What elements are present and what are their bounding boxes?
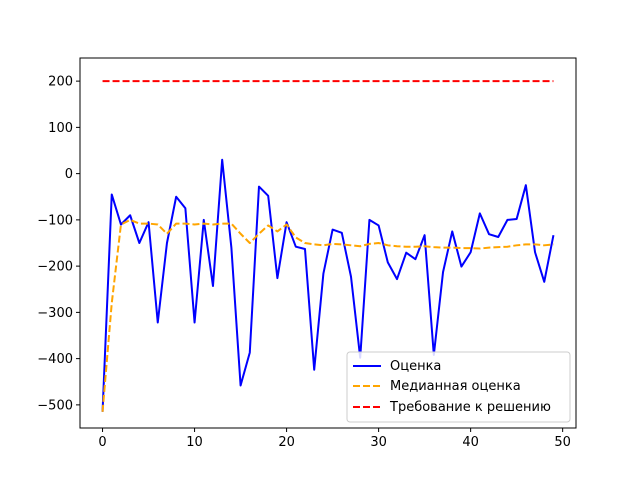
legend: Оценка Медианная оценка Требование к реш… [346, 351, 571, 423]
y-tick-label: −100 [37, 213, 73, 228]
x-tick-label: 50 [554, 435, 571, 450]
y-tick-label: 0 [65, 167, 73, 182]
legend-label-solution-requirement: Требование к решению [389, 400, 551, 415]
x-axis: 0 10 20 30 40 50 [98, 428, 571, 450]
x-tick-label: 20 [278, 435, 295, 450]
legend-label-median-score: Медианная оценка [390, 379, 521, 394]
x-tick-label: 10 [186, 435, 203, 450]
x-tick-label: 0 [98, 435, 106, 450]
y-tick-label: −500 [37, 398, 73, 413]
y-tick-label: 200 [48, 75, 73, 90]
legend-box [346, 351, 571, 423]
y-tick-label: −300 [37, 306, 73, 321]
series-line-score [101, 158, 555, 412]
series-line-median-score [101, 218, 554, 412]
x-tick-label: 40 [462, 435, 479, 450]
series-layer [101, 80, 555, 412]
x-tick-label: 30 [370, 435, 387, 450]
legend-label-score: Оценка [390, 359, 441, 374]
y-tick-label: −400 [37, 352, 73, 367]
axes-frame [79, 57, 577, 429]
y-tick-label: −200 [37, 260, 73, 275]
y-tick-label: 100 [48, 121, 73, 136]
y-axis: −500 −400 −300 −200 −100 0 100 200 [37, 75, 80, 413]
